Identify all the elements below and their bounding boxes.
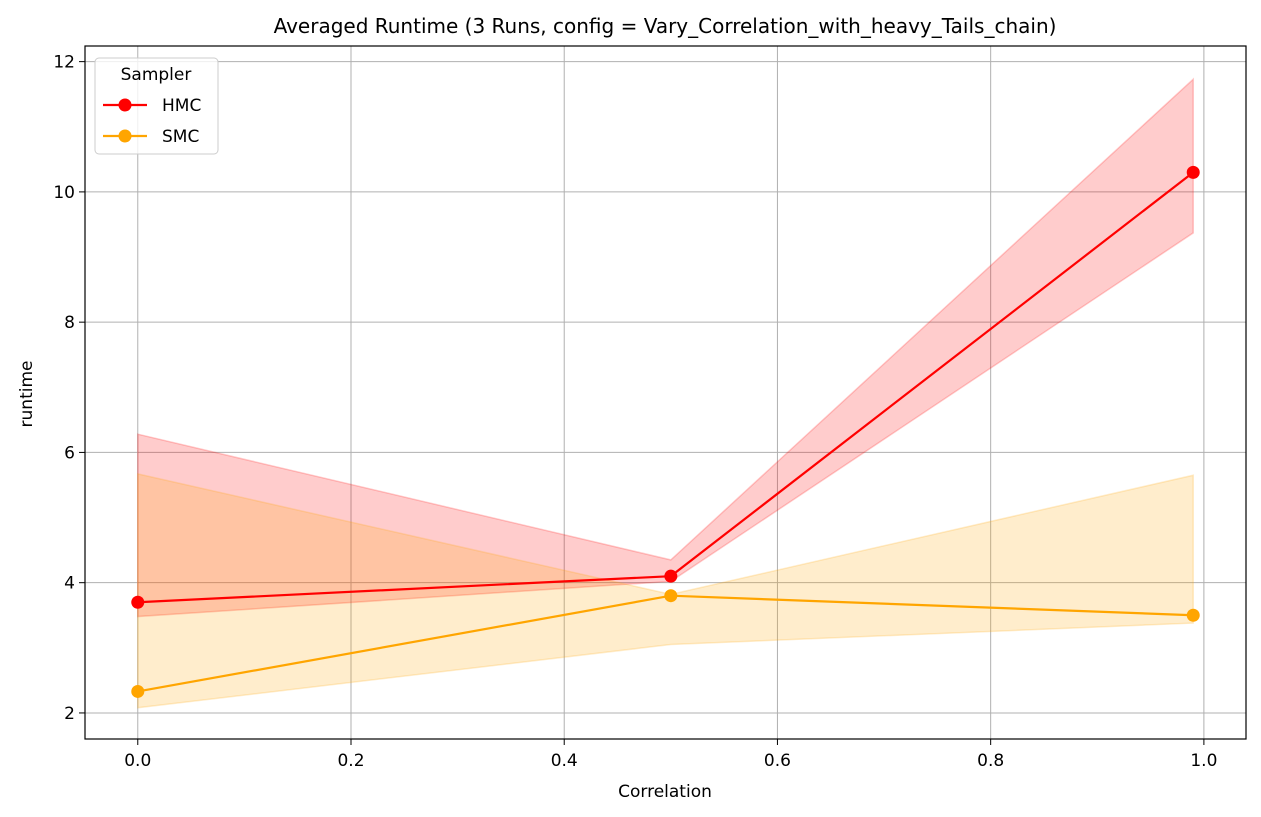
y-axis-label: runtime bbox=[17, 361, 37, 428]
legend-smc-marker bbox=[118, 129, 132, 143]
x-tick-label: 1.0 bbox=[1190, 751, 1217, 771]
legend: Sampler HMC SMC bbox=[94, 57, 219, 155]
y-tick-label: 4 bbox=[64, 574, 75, 594]
y-tick-label: 2 bbox=[64, 704, 75, 724]
x-tick-label: 0.4 bbox=[551, 751, 578, 771]
y-tick-label: 8 bbox=[64, 313, 75, 333]
legend-hmc-marker bbox=[118, 98, 132, 112]
chart-title: Averaged Runtime (3 Runs, config = Vary_… bbox=[274, 14, 1057, 38]
plot-area-frame bbox=[84, 45, 1247, 740]
y-tick-label: 10 bbox=[53, 183, 75, 203]
series-markers bbox=[131, 165, 1200, 698]
hmc-confidence-band bbox=[137, 77, 1194, 618]
hmc-data-point bbox=[131, 595, 145, 609]
x-tick-label: 0.0 bbox=[124, 751, 151, 771]
smc-data-point bbox=[131, 684, 145, 698]
legend-hmc-label: HMC bbox=[162, 96, 201, 116]
hmc-data-point bbox=[664, 569, 678, 583]
x-tick-label: 0.6 bbox=[764, 751, 791, 771]
x-tick-label: 0.2 bbox=[337, 751, 364, 771]
legend-smc-label: SMC bbox=[162, 127, 199, 147]
smc-data-point bbox=[664, 589, 678, 603]
x-axis-label: Correlation bbox=[618, 782, 712, 802]
y-tick-label: 12 bbox=[53, 53, 75, 73]
legend-title: Sampler bbox=[121, 65, 192, 85]
legend-entries: HMC SMC bbox=[103, 96, 201, 147]
grid bbox=[85, 46, 1246, 739]
y-tick-label: 6 bbox=[64, 443, 75, 463]
smc-data-point bbox=[1186, 608, 1200, 622]
hmc-data-point bbox=[1186, 165, 1200, 179]
y-axis-ticks: 2 4 6 8 10 12 bbox=[53, 53, 85, 724]
x-axis-ticks: 0.0 0.2 0.4 0.6 0.8 1.0 bbox=[124, 739, 1217, 771]
x-tick-label: 0.8 bbox=[977, 751, 1004, 771]
